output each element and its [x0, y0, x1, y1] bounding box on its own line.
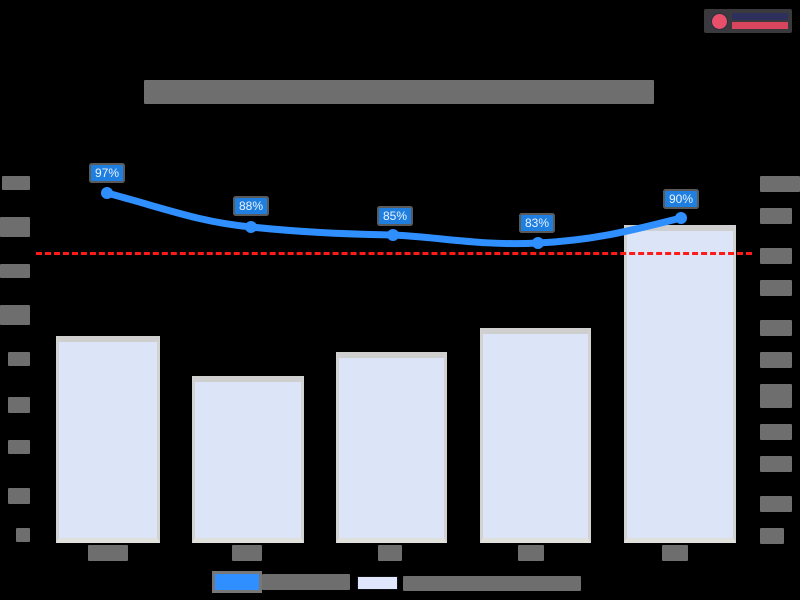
x-axis-label: ███	[232, 545, 262, 561]
right-axis-tick: ███	[760, 424, 792, 440]
right-axis-tick: ███	[760, 248, 792, 264]
logo-text-line2: ██████	[732, 22, 788, 29]
logo-text-line1: ██████	[732, 13, 788, 20]
right-axis-tick: ████	[760, 176, 800, 192]
right-axis-tick: ███	[760, 496, 792, 512]
left-axis-tick: █	[16, 528, 30, 542]
brand-logo: ██████ ██████	[704, 9, 792, 33]
line-marker[interactable]	[245, 221, 257, 233]
x-axis-label: ████	[88, 545, 128, 561]
data-label: 90%	[663, 189, 700, 209]
right-axis-tick: ███	[760, 352, 792, 368]
line-marker[interactable]	[532, 237, 544, 249]
data-label: 88%	[233, 196, 270, 216]
left-axis-tick: ███	[2, 176, 30, 190]
left-axis-tick: ███	[0, 305, 30, 325]
left-axis-tick: ██	[8, 397, 30, 413]
data-label: 83%	[519, 213, 556, 233]
right-axis-tick: ███	[760, 456, 792, 472]
left-axis-tick: ██	[8, 440, 30, 454]
x-axis-label: ████	[518, 545, 544, 561]
x-axis-label: ███	[662, 545, 688, 561]
right-axis-tick: ███	[760, 280, 792, 296]
chart-title: ████████ ██████ ███████ ████ ██████████	[144, 80, 654, 104]
left-axis-tick: ██	[8, 488, 30, 504]
bar-4[interactable]	[480, 328, 591, 543]
legend-swatch-bar[interactable]	[357, 576, 398, 590]
line-marker[interactable]	[675, 212, 687, 224]
left-axis-tick: ███	[0, 264, 30, 278]
left-axis-tick: ██	[8, 352, 30, 366]
legend-label-bar[interactable]: ████████████████████████	[403, 576, 581, 591]
bar-5[interactable]	[624, 225, 736, 543]
x-axis-label: ███	[378, 545, 402, 561]
line-marker[interactable]	[387, 229, 399, 241]
right-axis-tick: ███	[760, 320, 792, 336]
legend-swatch-line[interactable]	[212, 571, 262, 593]
legend-label-line[interactable]: ██████████	[262, 574, 350, 590]
data-label: 97%	[89, 163, 126, 183]
globe-icon	[711, 13, 728, 30]
right-axis-tick: ███	[760, 208, 792, 224]
bar-2[interactable]	[192, 376, 304, 543]
left-axis-tick: ███	[0, 217, 30, 237]
bar-1[interactable]	[56, 336, 160, 543]
right-axis-tick: ██	[760, 528, 784, 544]
bar-3[interactable]	[336, 352, 447, 543]
line-marker[interactable]	[101, 187, 113, 199]
data-label: 85%	[377, 206, 414, 226]
reference-line	[36, 252, 752, 255]
right-axis-tick: ███	[760, 384, 792, 408]
